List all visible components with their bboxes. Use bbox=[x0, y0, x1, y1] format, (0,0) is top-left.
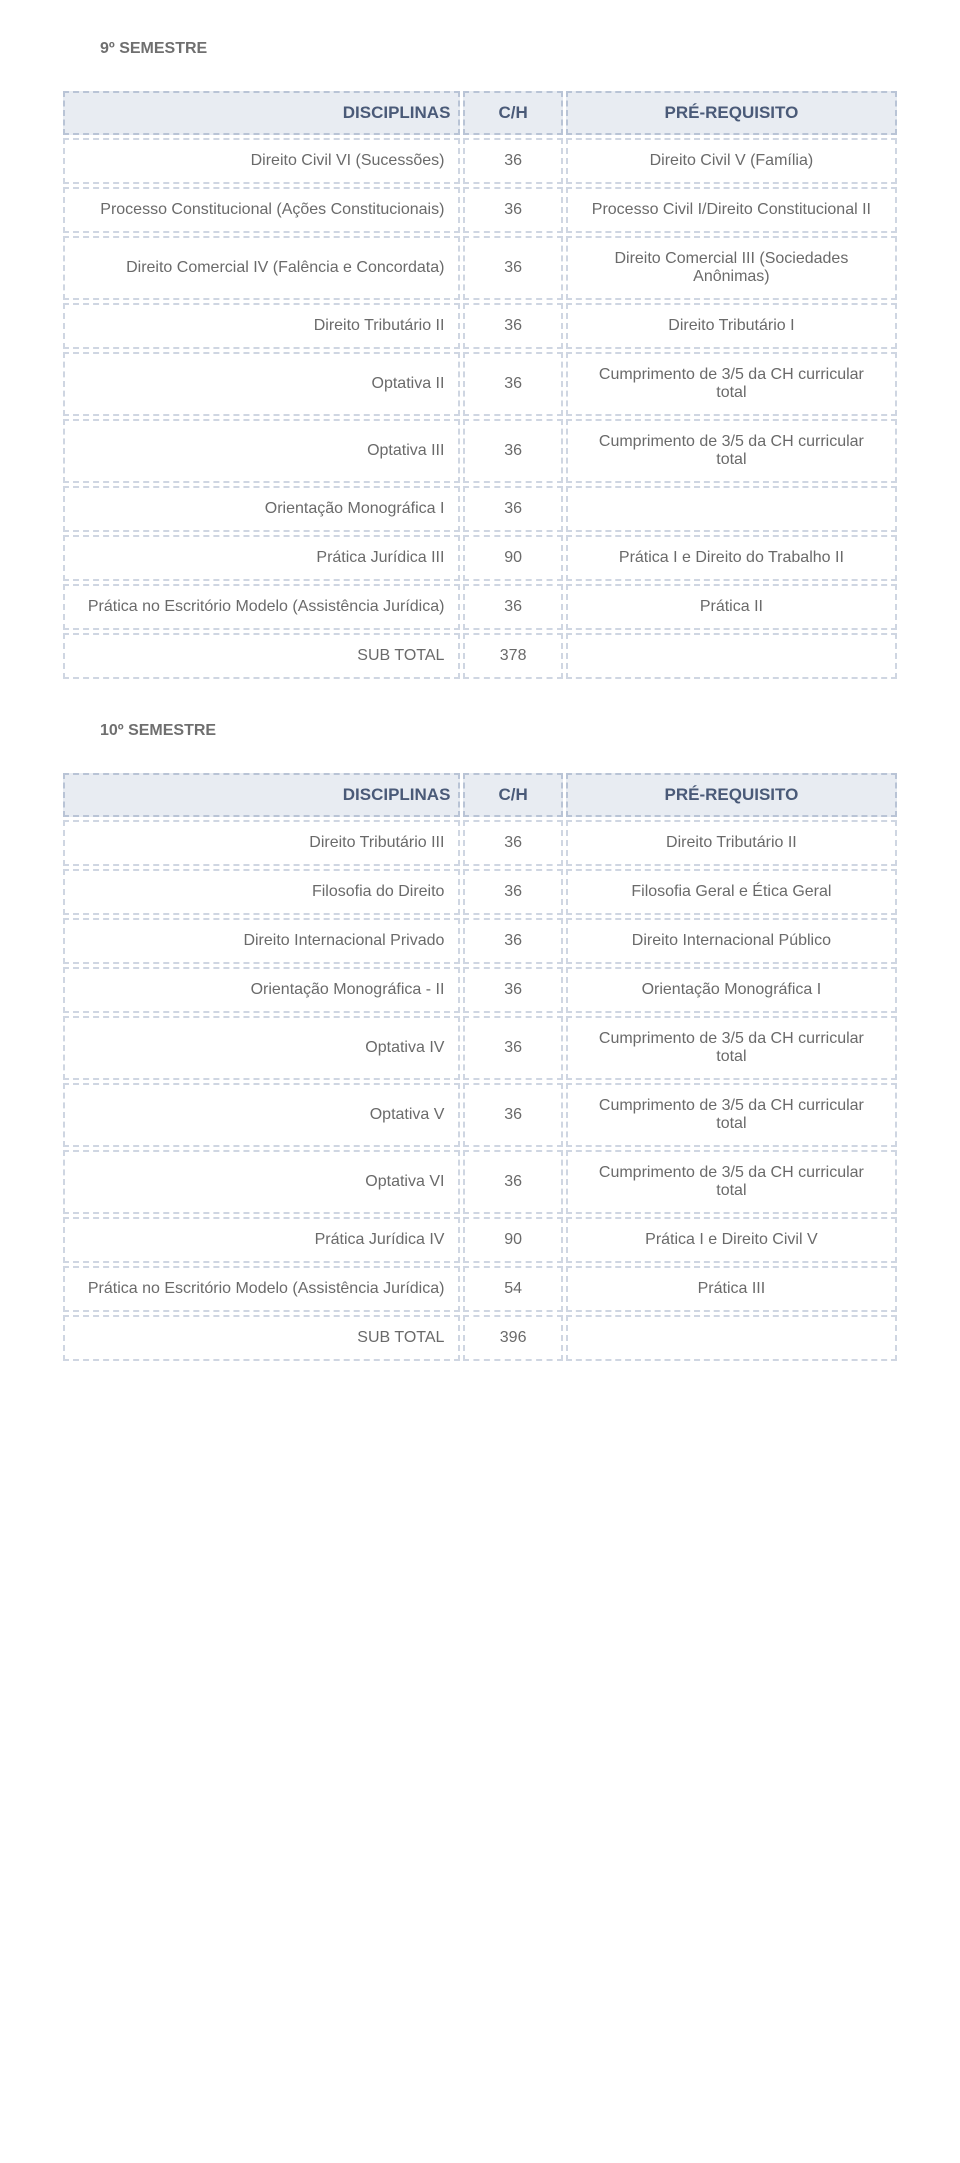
cell-ch: 36 bbox=[463, 1016, 562, 1080]
cell-prerequisito: Cumprimento de 3/5 da CH curricular tota… bbox=[566, 1016, 897, 1080]
table-row: Direito Internacional Privado36Direito I… bbox=[63, 918, 897, 964]
cell-ch: 36 bbox=[463, 820, 562, 866]
cell-disciplina: Processo Constitucional (Ações Constituc… bbox=[63, 187, 460, 233]
table-row: Optativa VI36Cumprimento de 3/5 da CH cu… bbox=[63, 1150, 897, 1214]
table-row: Prática Jurídica IV90Prática I e Direito… bbox=[63, 1217, 897, 1263]
semester-10-table: DISCIPLINAS C/H PRÉ-REQUISITO Direito Tr… bbox=[60, 770, 900, 1364]
cell-disciplina: Orientação Monográfica I bbox=[63, 486, 460, 532]
cell-ch: 36 bbox=[463, 1150, 562, 1214]
cell-prerequisito bbox=[566, 1315, 897, 1361]
cell-disciplina: Prática Jurídica IV bbox=[63, 1217, 460, 1263]
table-row: SUB TOTAL378 bbox=[63, 633, 897, 679]
cell-ch: 36 bbox=[463, 584, 562, 630]
cell-disciplina: SUB TOTAL bbox=[63, 1315, 460, 1361]
cell-prerequisito: Cumprimento de 3/5 da CH curricular tota… bbox=[566, 1150, 897, 1214]
table-row: Prática Jurídica III90Prática I e Direit… bbox=[63, 535, 897, 581]
table-row: Optativa IV36Cumprimento de 3/5 da CH cu… bbox=[63, 1016, 897, 1080]
table-row: Direito Tributário II36Direito Tributári… bbox=[63, 303, 897, 349]
header-disciplinas: DISCIPLINAS bbox=[63, 773, 460, 817]
header-ch: C/H bbox=[463, 773, 562, 817]
cell-ch: 36 bbox=[463, 918, 562, 964]
cell-ch: 90 bbox=[463, 1217, 562, 1263]
header-prerequisito: PRÉ-REQUISITO bbox=[566, 773, 897, 817]
cell-disciplina: Optativa IV bbox=[63, 1016, 460, 1080]
cell-disciplina: Prática no Escritório Modelo (Assistênci… bbox=[63, 1266, 460, 1312]
cell-prerequisito: Cumprimento de 3/5 da CH curricular tota… bbox=[566, 419, 897, 483]
cell-ch: 36 bbox=[463, 352, 562, 416]
cell-prerequisito: Direito Comercial III (Sociedades Anônim… bbox=[566, 236, 897, 300]
cell-disciplina: Filosofia do Direito bbox=[63, 869, 460, 915]
table-row: Direito Comercial IV (Falência e Concord… bbox=[63, 236, 897, 300]
cell-disciplina: Prática no Escritório Modelo (Assistênci… bbox=[63, 584, 460, 630]
cell-prerequisito: Direito Tributário I bbox=[566, 303, 897, 349]
header-disciplinas: DISCIPLINAS bbox=[63, 91, 460, 135]
cell-ch: 36 bbox=[463, 187, 562, 233]
cell-prerequisito bbox=[566, 633, 897, 679]
cell-prerequisito: Cumprimento de 3/5 da CH curricular tota… bbox=[566, 352, 897, 416]
semester-9-title: 9º SEMESTRE bbox=[100, 40, 900, 58]
cell-disciplina: Direito Internacional Privado bbox=[63, 918, 460, 964]
cell-disciplina: Optativa III bbox=[63, 419, 460, 483]
cell-disciplina: SUB TOTAL bbox=[63, 633, 460, 679]
table-row: Orientação Monográfica - II36Orientação … bbox=[63, 967, 897, 1013]
cell-disciplina: Orientação Monográfica - II bbox=[63, 967, 460, 1013]
table-row: SUB TOTAL396 bbox=[63, 1315, 897, 1361]
table-row: Optativa III36Cumprimento de 3/5 da CH c… bbox=[63, 419, 897, 483]
cell-prerequisito: Processo Civil I/Direito Constitucional … bbox=[566, 187, 897, 233]
semester-10-title: 10º SEMESTRE bbox=[100, 722, 900, 740]
cell-ch: 36 bbox=[463, 869, 562, 915]
cell-ch: 90 bbox=[463, 535, 562, 581]
cell-prerequisito: Direito Tributário II bbox=[566, 820, 897, 866]
cell-disciplina: Prática Jurídica III bbox=[63, 535, 460, 581]
cell-prerequisito: Prática III bbox=[566, 1266, 897, 1312]
cell-disciplina: Optativa II bbox=[63, 352, 460, 416]
table-row: Direito Civil VI (Sucessões)36Direito Ci… bbox=[63, 138, 897, 184]
cell-prerequisito: Prática I e Direito do Trabalho II bbox=[566, 535, 897, 581]
cell-ch: 36 bbox=[463, 138, 562, 184]
cell-ch: 36 bbox=[463, 486, 562, 532]
cell-ch: 36 bbox=[463, 419, 562, 483]
cell-disciplina: Direito Civil VI (Sucessões) bbox=[63, 138, 460, 184]
table-row: Optativa II36Cumprimento de 3/5 da CH cu… bbox=[63, 352, 897, 416]
cell-ch: 378 bbox=[463, 633, 562, 679]
cell-ch: 36 bbox=[463, 236, 562, 300]
cell-ch: 36 bbox=[463, 967, 562, 1013]
cell-prerequisito: Cumprimento de 3/5 da CH curricular tota… bbox=[566, 1083, 897, 1147]
table-row: Processo Constitucional (Ações Constituc… bbox=[63, 187, 897, 233]
cell-ch: 54 bbox=[463, 1266, 562, 1312]
cell-disciplina: Direito Tributário II bbox=[63, 303, 460, 349]
cell-prerequisito: Filosofia Geral e Ética Geral bbox=[566, 869, 897, 915]
semester-9-table: DISCIPLINAS C/H PRÉ-REQUISITO Direito Ci… bbox=[60, 88, 900, 682]
cell-disciplina: Direito Tributário III bbox=[63, 820, 460, 866]
cell-ch: 36 bbox=[463, 303, 562, 349]
cell-prerequisito bbox=[566, 486, 897, 532]
cell-disciplina: Optativa VI bbox=[63, 1150, 460, 1214]
cell-prerequisito: Prática I e Direito Civil V bbox=[566, 1217, 897, 1263]
cell-disciplina: Optativa V bbox=[63, 1083, 460, 1147]
table-row: Prática no Escritório Modelo (Assistênci… bbox=[63, 584, 897, 630]
table-row: Orientação Monográfica I36 bbox=[63, 486, 897, 532]
cell-prerequisito: Orientação Monográfica I bbox=[566, 967, 897, 1013]
table-row: Optativa V36Cumprimento de 3/5 da CH cur… bbox=[63, 1083, 897, 1147]
cell-prerequisito: Direito Civil V (Família) bbox=[566, 138, 897, 184]
table-row: Direito Tributário III36Direito Tributár… bbox=[63, 820, 897, 866]
table-row: Filosofia do Direito36Filosofia Geral e … bbox=[63, 869, 897, 915]
table-row: Prática no Escritório Modelo (Assistênci… bbox=[63, 1266, 897, 1312]
cell-prerequisito: Direito Internacional Público bbox=[566, 918, 897, 964]
header-prerequisito: PRÉ-REQUISITO bbox=[566, 91, 897, 135]
cell-prerequisito: Prática II bbox=[566, 584, 897, 630]
cell-disciplina: Direito Comercial IV (Falência e Concord… bbox=[63, 236, 460, 300]
cell-ch: 36 bbox=[463, 1083, 562, 1147]
cell-ch: 396 bbox=[463, 1315, 562, 1361]
header-ch: C/H bbox=[463, 91, 562, 135]
